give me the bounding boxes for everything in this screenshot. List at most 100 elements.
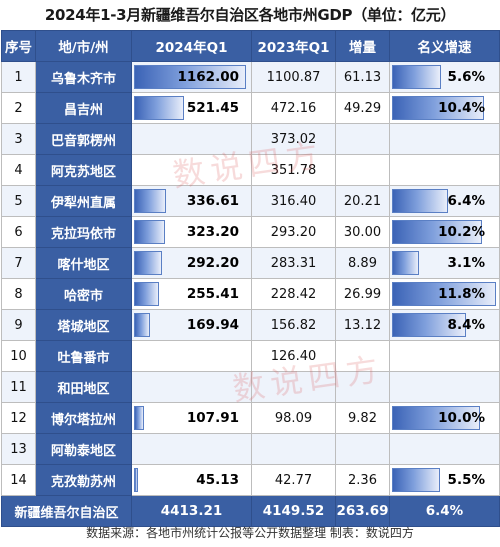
row-growth-cell xyxy=(389,154,500,186)
row-region: 阿勒泰地区 xyxy=(35,433,132,465)
growth-data-bar xyxy=(392,251,420,275)
row-q1-2024-cell: 1162.00 xyxy=(131,61,252,93)
row-q1-2024-cell: 107.91 xyxy=(131,402,252,434)
total-region: 新疆维吾尔自治区 xyxy=(1,495,132,527)
total-q1-2024: 4413.21 xyxy=(131,495,252,527)
row-q1-2023: 316.40 xyxy=(251,185,336,217)
row-q1-2024-cell: 292.20 xyxy=(131,247,252,279)
row-region: 乌鲁木齐市 xyxy=(35,61,132,93)
row-growth: 5.5% xyxy=(447,472,485,488)
row-idx: 9 xyxy=(1,309,36,341)
row-q1-2024: 521.45 xyxy=(186,100,239,116)
header-idx[interactable]: 序号 xyxy=(1,30,36,62)
row-region: 哈密市 xyxy=(35,278,132,310)
row-q1-2024-cell xyxy=(131,154,252,186)
row-growth-cell: 6.4% xyxy=(389,185,500,217)
row-growth-cell: 3.1% xyxy=(389,247,500,279)
row-growth-cell: 5.5% xyxy=(389,464,500,496)
table-row: 12 博尔塔拉州 107.91 98.09 9.82 10.0% xyxy=(1,402,500,434)
row-growth-cell xyxy=(389,340,500,372)
row-growth: 3.1% xyxy=(447,255,485,271)
table-row: 7 喀什地区 292.20 283.31 8.89 3.1% xyxy=(1,247,500,279)
table-row: 4 阿克苏地区 351.78 xyxy=(1,154,500,186)
gdp-data-bar xyxy=(134,282,159,306)
table-row: 8 哈密市 255.41 228.42 26.99 11.8% xyxy=(1,278,500,310)
table-row: 11 和田地区 xyxy=(1,371,500,403)
growth-data-bar xyxy=(392,96,484,120)
table-row: 2 昌吉州 521.45 472.16 49.29 10.4% xyxy=(1,92,500,124)
row-growth-cell: 10.4% xyxy=(389,92,500,124)
row-q1-2024: 1162.00 xyxy=(177,69,240,85)
table-row: 6 克拉玛依市 323.20 293.20 30.00 10.2% xyxy=(1,216,500,248)
row-q1-2024: 45.13 xyxy=(196,472,239,488)
row-q1-2024: 292.20 xyxy=(186,255,239,271)
row-q1-2024-cell xyxy=(131,123,252,155)
row-idx: 5 xyxy=(1,185,36,217)
row-q1-2023: 98.09 xyxy=(251,402,336,434)
growth-data-bar xyxy=(392,406,481,430)
row-q1-2023: 283.31 xyxy=(251,247,336,279)
gdp-data-bar xyxy=(134,65,246,89)
header-growth[interactable]: 名义增速 xyxy=(389,30,500,62)
growth-data-bar xyxy=(392,65,442,89)
row-q1-2024-cell: 323.20 xyxy=(131,216,252,248)
row-increase: 49.29 xyxy=(335,92,390,124)
row-increase: 13.12 xyxy=(335,309,390,341)
row-q1-2023 xyxy=(251,433,336,465)
row-q1-2024: 336.61 xyxy=(186,193,239,209)
row-q1-2024: 169.94 xyxy=(186,317,239,333)
row-q1-2024-cell xyxy=(131,340,252,372)
row-q1-2023: 1100.87 xyxy=(251,61,336,93)
growth-data-bar xyxy=(392,313,467,337)
row-q1-2023: 126.40 xyxy=(251,340,336,372)
header-q1-2024[interactable]: 2024年Q1 xyxy=(131,30,252,62)
source-note: 数据来源：各地市州统计公报等公开数据整理 制表：数说四方 xyxy=(86,526,414,540)
total-q1-2023: 4149.52 xyxy=(251,495,336,527)
row-increase xyxy=(335,154,390,186)
row-idx: 13 xyxy=(1,433,36,465)
row-q1-2024-cell: 45.13 xyxy=(131,464,252,496)
row-q1-2023: 293.20 xyxy=(251,216,336,248)
row-region: 和田地区 xyxy=(35,371,132,403)
row-q1-2023: 373.02 xyxy=(251,123,336,155)
row-growth-cell xyxy=(389,123,500,155)
gdp-data-bar xyxy=(134,251,163,275)
table-row: 10 吐鲁番市 126.40 xyxy=(1,340,500,372)
total-increase: 263.69 xyxy=(335,495,390,527)
row-increase xyxy=(335,123,390,155)
table-row: 14 克孜勒苏州 45.13 42.77 2.36 5.5% xyxy=(1,464,500,496)
row-growth-cell: 11.8% xyxy=(389,278,500,310)
row-q1-2023: 42.77 xyxy=(251,464,336,496)
gdp-data-bar xyxy=(134,96,185,120)
total-row: 新疆维吾尔自治区 4413.21 4149.52 263.69 6.4% xyxy=(1,495,500,527)
row-growth-cell: 10.0% xyxy=(389,402,500,434)
row-idx: 10 xyxy=(1,340,36,372)
row-increase: 30.00 xyxy=(335,216,390,248)
header-q1-2023[interactable]: 2023年Q1 xyxy=(251,30,336,62)
row-q1-2024: 255.41 xyxy=(186,286,239,302)
row-increase xyxy=(335,340,390,372)
row-q1-2024-cell: 336.61 xyxy=(131,185,252,217)
gdp-table: 序号 地/市/州 2024年Q1 2023年Q1 增量 名义增速 1 乌鲁木齐市 1… xyxy=(1,30,500,527)
row-idx: 7 xyxy=(1,247,36,279)
row-region: 昌吉州 xyxy=(35,92,132,124)
row-increase: 8.89 xyxy=(335,247,390,279)
row-increase: 9.82 xyxy=(335,402,390,434)
gdp-data-bar xyxy=(134,313,151,337)
row-idx: 3 xyxy=(1,123,36,155)
header-increase[interactable]: 增量 xyxy=(335,30,390,62)
row-region: 阿克苏地区 xyxy=(35,154,132,186)
row-growth: 10.2% xyxy=(438,224,485,240)
row-idx: 12 xyxy=(1,402,36,434)
row-q1-2023: 228.42 xyxy=(251,278,336,310)
header-region[interactable]: 地/市/州 xyxy=(35,30,132,62)
row-region: 吐鲁番市 xyxy=(35,340,132,372)
growth-data-bar xyxy=(392,282,496,306)
row-region: 喀什地区 xyxy=(35,247,132,279)
row-region: 克拉玛依市 xyxy=(35,216,132,248)
row-q1-2023: 156.82 xyxy=(251,309,336,341)
row-growth-cell xyxy=(389,371,500,403)
table-row: 3 巴音郭楞州 373.02 xyxy=(1,123,500,155)
growth-data-bar xyxy=(392,468,441,492)
row-increase xyxy=(335,371,390,403)
